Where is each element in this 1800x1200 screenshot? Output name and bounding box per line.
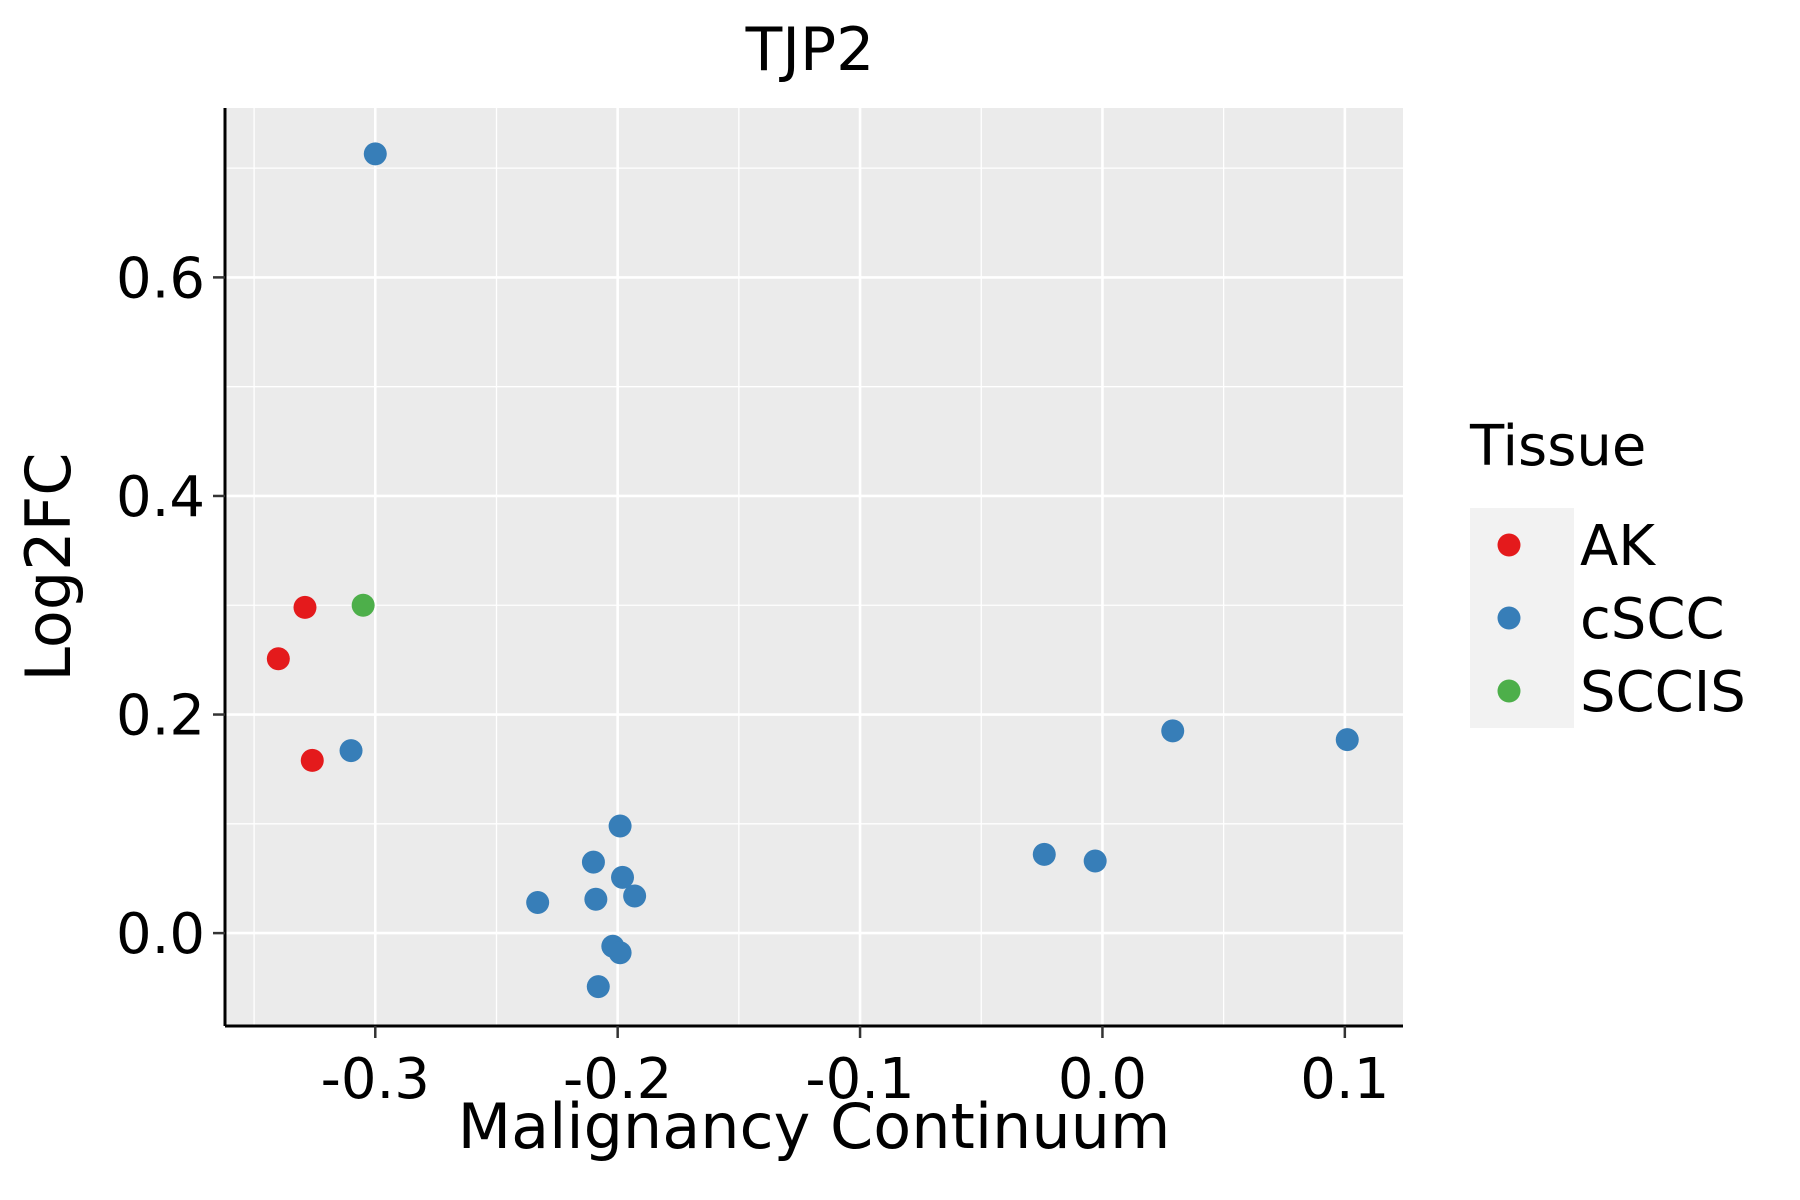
x-tick-label: 0.1	[1300, 1047, 1389, 1112]
data-point-cscc	[1032, 842, 1056, 866]
legend-key-ak	[1497, 533, 1521, 557]
y-tick-label: 0.4	[116, 465, 205, 530]
y-tick-label: 0.2	[116, 684, 205, 749]
data-point-cscc	[608, 814, 632, 838]
legend: AK cSCC SCCIS	[1497, 514, 1746, 725]
grid-major	[225, 108, 1403, 1026]
data-point-cscc	[608, 941, 632, 965]
legend-label-ak: AK	[1580, 514, 1656, 579]
chart-title: TJP2	[745, 15, 875, 85]
x-tick-label: -0.1	[805, 1047, 914, 1112]
data-point-cscc	[584, 887, 608, 911]
data-point-cscc	[1161, 719, 1185, 743]
y-axis-ticks: 0.0 0.2 0.4 0.6	[116, 246, 225, 967]
data-point-cscc	[526, 891, 550, 915]
legend-key-sccis	[1497, 679, 1521, 703]
data-point-cscc	[1335, 728, 1359, 752]
data-point-cscc	[339, 739, 363, 763]
data-point-cscc	[586, 975, 610, 999]
grid-minor	[225, 108, 1403, 1026]
data-point-ak	[266, 647, 290, 671]
x-tick-label: -0.2	[563, 1047, 672, 1112]
data-point-cscc	[1083, 849, 1107, 873]
legend-key-background	[1470, 508, 1574, 728]
plot-panel	[225, 108, 1403, 1026]
data-points	[266, 142, 1359, 999]
legend-key-cscc	[1497, 606, 1521, 630]
legend-title: Tissue	[1469, 414, 1646, 479]
y-tick-label: 0.0	[116, 902, 205, 967]
x-tick-label: -0.3	[321, 1047, 430, 1112]
y-tick-label: 0.6	[116, 246, 205, 311]
data-point-ak	[300, 748, 324, 772]
data-point-cscc	[611, 865, 635, 889]
x-tick-label: 0.0	[1058, 1047, 1147, 1112]
data-point-ak	[293, 595, 317, 619]
data-point-cscc	[581, 850, 605, 874]
x-axis-ticks: -0.3 -0.2 -0.1 0.0 0.1	[321, 1026, 1389, 1112]
x-axis-title: Malignancy Continuum	[458, 1090, 1171, 1163]
data-point-sccis	[351, 593, 375, 617]
legend-label-cscc: cSCC	[1580, 587, 1725, 652]
legend-label-sccis: SCCIS	[1580, 660, 1746, 725]
data-point-cscc	[623, 884, 647, 908]
y-axis-title: Log2FC	[12, 452, 85, 681]
data-point-cscc	[363, 142, 387, 166]
